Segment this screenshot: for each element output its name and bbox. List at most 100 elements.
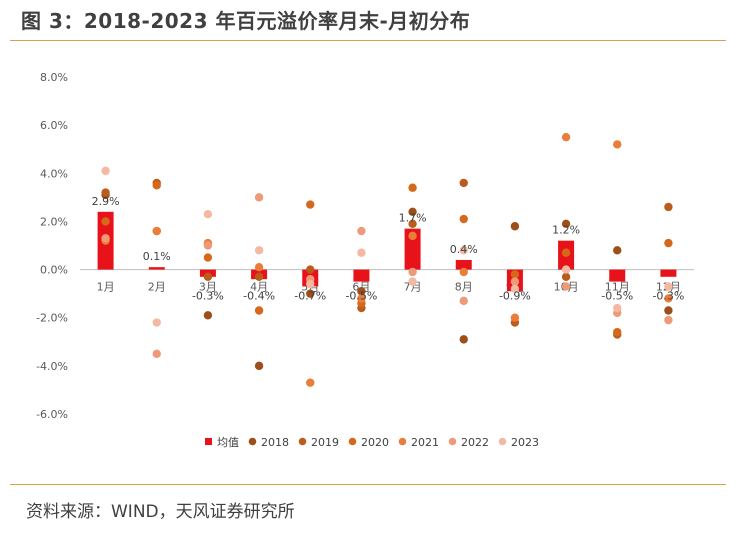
point-2023 <box>408 277 417 286</box>
chart-axes: 8.0% 6.0% 4.0% 2.0% 0.0% -2.0% -4.0% -6.0% 1月 2月 3… <box>36 71 694 421</box>
point-2018 <box>510 222 520 231</box>
point-2019 <box>408 219 417 229</box>
point-2018 <box>408 207 417 216</box>
point-2021 <box>664 294 673 303</box>
point-2020 <box>561 248 571 257</box>
x-tick-label: 3月 <box>199 281 217 294</box>
point-2021 <box>408 231 417 241</box>
source-note: 资料来源：WIND，天风证券研究所 <box>26 502 295 522</box>
point-2020 <box>152 181 161 190</box>
mean-data-label: 1.2% <box>552 224 580 237</box>
point-2018 <box>357 287 366 296</box>
year-scatter-points <box>101 132 673 387</box>
legend-item: 2018 <box>248 436 289 449</box>
point-2022 <box>561 282 571 291</box>
point-2020 <box>203 253 213 262</box>
point-2020 <box>664 238 673 248</box>
y-tick-label: 6.0% <box>40 119 68 132</box>
mean-bar <box>148 267 165 270</box>
point-2018 <box>613 246 622 255</box>
point-2022 <box>254 193 264 202</box>
legend-swatch <box>348 437 357 446</box>
point-2023 <box>101 166 110 176</box>
legend-swatch <box>248 437 257 446</box>
point-2021 <box>613 140 622 149</box>
y-tick-label: -4.0% <box>36 360 68 373</box>
point-2020 <box>306 200 315 209</box>
mean-data-label: 2.9% <box>92 195 120 208</box>
point-2021 <box>152 226 161 236</box>
legend-swatch <box>298 437 307 446</box>
mean-data-label: 1.7% <box>399 212 427 225</box>
legend-swatch <box>448 437 457 446</box>
point-2022 <box>510 277 520 286</box>
legend-item: 2023 <box>498 436 539 449</box>
point-2022 <box>152 349 161 359</box>
point-2018 <box>306 289 315 298</box>
y-tick-label: 8.0% <box>40 71 68 84</box>
point-2022 <box>664 315 673 325</box>
point-2021 <box>357 294 366 303</box>
mean-bar <box>660 269 677 277</box>
legend-swatch <box>398 437 407 446</box>
point-2019 <box>664 202 673 212</box>
point-2020 <box>254 306 264 315</box>
point-2023 <box>613 303 622 313</box>
legend-label: 2022 <box>461 436 489 449</box>
mean-data-label: -0.7% <box>294 290 326 303</box>
point-2018 <box>459 335 468 344</box>
point-2023 <box>203 210 213 219</box>
chart: 8.0% 6.0% 4.0% 2.0% 0.0% -2.0% -4.0% -6.0% 1月 2月 3… <box>36 71 694 449</box>
legend-label: 2023 <box>511 436 539 449</box>
legend-item: 2022 <box>448 436 489 449</box>
point-2021 <box>510 313 520 322</box>
chart-title: 图 3：2018-2023 年百元溢价率月末-月初分布 <box>21 9 471 33</box>
legend-label: 2018 <box>261 436 289 449</box>
point-2020 <box>613 327 622 337</box>
legend-item: 2021 <box>398 436 439 449</box>
point-2023 <box>510 284 520 294</box>
point-2019 <box>561 272 571 281</box>
point-2019 <box>203 272 213 281</box>
point-2020 <box>101 217 110 226</box>
point-2023 <box>254 246 264 255</box>
point-2022 <box>203 241 213 250</box>
mean-data-label: -0.3% <box>652 290 684 303</box>
point-2023 <box>357 248 366 257</box>
x-tick-label: 1月 <box>97 281 115 294</box>
legend-item: 均值 <box>205 436 239 449</box>
legend-item: 2019 <box>298 436 339 449</box>
point-2019 <box>101 188 110 197</box>
point-2019 <box>306 265 315 274</box>
mean-bars <box>97 211 677 292</box>
y-tick-label: -6.0% <box>36 408 68 421</box>
point-2023 <box>664 282 673 291</box>
point-2022 <box>101 234 110 243</box>
point-2023 <box>561 265 571 274</box>
mean-bar <box>404 228 421 270</box>
point-2019 <box>459 178 468 188</box>
point-2020 <box>408 183 417 192</box>
y-tick-label: 4.0% <box>40 167 68 180</box>
legend-label: 均值 <box>217 436 239 449</box>
point-2021 <box>306 378 315 387</box>
point-2023 <box>152 318 161 327</box>
mean-bar <box>353 269 370 282</box>
legend-item: 2020 <box>348 436 389 449</box>
point-2022 <box>357 226 366 236</box>
point-2019 <box>254 272 264 281</box>
point-2021 <box>254 262 264 272</box>
chart-legend: 均值 2018 2019 2020 2021 2022 2023 <box>205 436 539 449</box>
x-tick-label: 8月 <box>455 281 473 294</box>
point-2022 <box>459 296 468 306</box>
y-tick-label: 0.0% <box>40 264 68 277</box>
point-2020 <box>459 214 468 224</box>
point-2018 <box>254 361 264 371</box>
mean-bar <box>609 269 626 282</box>
point-2018 <box>561 219 571 229</box>
data-labels: 2.9% 0.1% -0.3% -0.4% -0.7% -0.5% 1.7% 0.4% -0.9… <box>92 195 685 303</box>
mean-data-label: 0.1% <box>143 250 171 263</box>
bottom-divider <box>10 484 726 485</box>
legend-swatch <box>498 437 507 446</box>
point-2021 <box>459 267 468 277</box>
